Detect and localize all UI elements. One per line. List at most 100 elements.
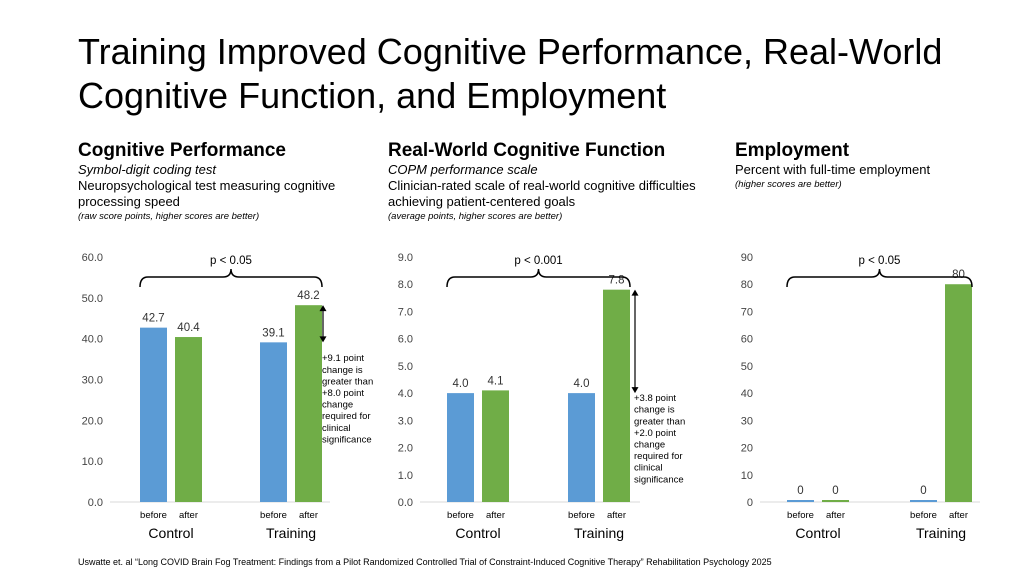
data-label: 39.1	[262, 327, 284, 339]
p-value-label: p < 0.001	[514, 255, 562, 267]
training-before-bar	[910, 500, 937, 502]
y-tick-label: 80	[741, 279, 753, 291]
citation: Uswatte et. al “Long COVID Brain Fog Tre…	[78, 557, 772, 567]
y-tick-label: 50	[741, 361, 753, 373]
x-category-label: after	[486, 510, 505, 521]
p-value-label: p < 0.05	[210, 255, 252, 267]
panel-note: (higher scores are better)	[735, 179, 842, 190]
panel-description: Neuropsychological test measuring cognit…	[78, 178, 336, 209]
x-category-label: before	[787, 510, 814, 521]
y-tick-label: 40.0	[82, 334, 103, 346]
y-tick-label: 60	[741, 334, 753, 346]
clinical-significance-note: +3.8 point	[634, 393, 676, 404]
significance-bracket	[139, 268, 323, 288]
group-label: Control	[455, 525, 500, 541]
clinical-significance-note: change	[634, 440, 665, 451]
y-tick-label: 4.0	[398, 388, 413, 400]
y-tick-label: 0.0	[88, 497, 103, 509]
clinical-significance-note: +8.0 point	[322, 388, 364, 399]
group-label: Training	[916, 525, 966, 541]
data-label: 4.1	[488, 375, 504, 387]
arrow-head-down	[319, 336, 327, 343]
panel-note: (average points, higher scores are bette…	[388, 211, 563, 222]
training-after-bar	[603, 289, 630, 502]
x-category-label: before	[568, 510, 595, 521]
training-after-bar	[945, 284, 972, 502]
y-tick-label: 7.0	[398, 306, 413, 318]
panel-header-cognitive: Cognitive Performance Symbol-digit codin…	[78, 140, 358, 223]
group-label: Training	[266, 525, 316, 541]
y-tick-label: 10.0	[82, 456, 103, 468]
x-category-label: after	[949, 510, 968, 521]
training-before-bar	[260, 342, 287, 502]
panel-description: Percent with full-time employment	[735, 162, 931, 177]
data-label: 4.0	[574, 378, 590, 390]
y-tick-label: 30	[741, 415, 753, 427]
chart-employment: 0 10 20 30 40 50 60 70 80 90 0 before 0 after Control 0…	[741, 252, 980, 541]
arrow-head-up	[319, 305, 327, 312]
clinical-significance-note: change is	[634, 405, 675, 416]
panel-header-real-world: Real-World Cognitive Function COPM perfo…	[388, 140, 698, 223]
data-label: 42.7	[142, 313, 164, 325]
group-label: Control	[148, 525, 193, 541]
arrow-head-down	[631, 387, 639, 394]
clinical-significance-note: clinical	[634, 463, 663, 474]
y-tick-label: 10	[741, 470, 753, 482]
panel-subtitle: COPM performance scale	[388, 162, 538, 177]
y-tick-label: 3.0	[398, 415, 413, 427]
data-label: 80	[952, 269, 965, 281]
data-label: 40.4	[177, 322, 200, 334]
clinical-significance-note: change is	[322, 365, 363, 376]
y-tick-label: 70	[741, 306, 753, 318]
x-category-label: before	[260, 510, 287, 521]
slide-title: Training Improved Cognitive Performance,…	[78, 31, 943, 116]
clinical-significance-note: clinical	[322, 423, 351, 434]
chart-cognitive-performance: 0.0 10.0 20.0 30.0 40.0 50.0 60.0 42.7 before 40.…	[82, 252, 374, 541]
control-after-bar	[482, 390, 509, 502]
clinical-significance-note: required for	[634, 451, 683, 462]
y-tick-label: 0	[747, 497, 753, 509]
y-tick-label: 20.0	[82, 415, 103, 427]
training-after-bar	[295, 305, 322, 502]
clinical-significance-note: +2.0 point	[634, 428, 676, 439]
group-label: Control	[795, 525, 840, 541]
training-before-bar	[568, 393, 595, 502]
clinical-significance-note: change	[322, 400, 353, 411]
panel-description: Clinician-rated scale of real-world cogn…	[388, 178, 696, 209]
control-before-bar	[447, 393, 474, 502]
panel-note: (raw score points, higher scores are bet…	[78, 211, 260, 222]
x-category-label: before	[140, 510, 167, 521]
x-category-label: after	[299, 510, 318, 521]
significance-bracket	[786, 268, 973, 288]
data-label: 0	[832, 485, 838, 497]
clinical-significance-note: significance	[634, 474, 684, 485]
data-label: 48.2	[297, 290, 319, 302]
panel-title: Real-World Cognitive Function	[388, 140, 666, 161]
control-before-bar	[140, 327, 167, 502]
y-tick-label: 2.0	[398, 443, 413, 455]
control-after-bar	[175, 337, 202, 502]
control-after-bar	[822, 500, 849, 502]
y-tick-label: 1.0	[398, 470, 413, 482]
y-tick-label: 9.0	[398, 252, 413, 264]
y-tick-label: 20	[741, 443, 753, 455]
y-tick-label: 8.0	[398, 279, 413, 291]
panel-header-employment: Employment Percent with full-time employ…	[735, 140, 995, 191]
clinical-significance-note: greater than	[322, 376, 373, 387]
data-label: 0	[797, 485, 803, 497]
y-tick-label: 30.0	[82, 375, 103, 387]
arrow-head-up	[631, 289, 639, 296]
y-tick-label: 5.0	[398, 361, 413, 373]
chart-real-world-function: 0.0 1.0 2.0 3.0 4.0 5.0 6.0 7.0 8.0 9.0 4.0 before 4…	[398, 252, 686, 541]
x-category-label: after	[607, 510, 626, 521]
clinical-significance-note: greater than	[634, 416, 685, 427]
y-tick-label: 0.0	[398, 497, 413, 509]
x-category-label: before	[910, 510, 937, 521]
x-category-label: before	[447, 510, 474, 521]
clinical-significance-note: required for	[322, 411, 371, 422]
data-label: 0	[920, 485, 926, 497]
clinical-significance-note: +9.1 point	[322, 353, 364, 364]
y-tick-label: 40	[741, 388, 753, 400]
panel-title: Employment	[735, 140, 850, 161]
panel-title: Cognitive Performance	[78, 140, 286, 161]
